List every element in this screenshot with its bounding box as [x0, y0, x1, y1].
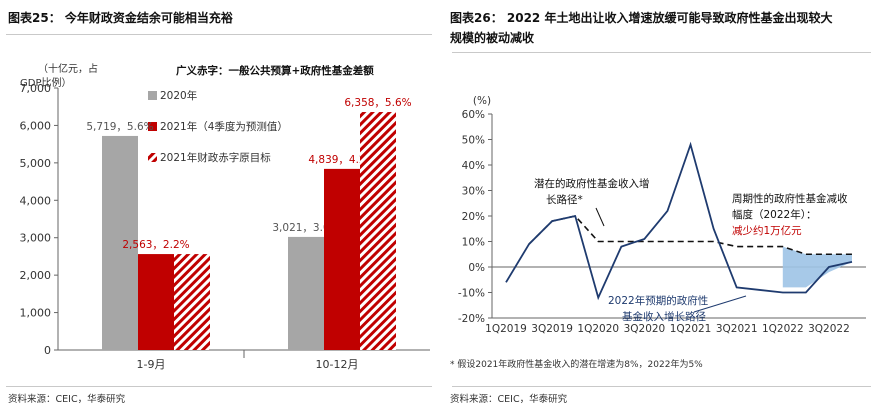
y-tick-label: 20% — [462, 211, 485, 223]
bar — [102, 135, 138, 350]
figure-title: 图表25： 今年财政资金结余可能相当充裕 — [8, 11, 233, 25]
bar-data-label: 4,839，4.2% — [308, 154, 375, 166]
y-tick-label: 60% — [462, 109, 485, 121]
y-tick-label: 3,000 — [20, 232, 52, 245]
annotation-expected-line2: 基金收入增长路径 — [622, 310, 706, 323]
bar-data-label: 6,358，5.6% — [344, 97, 411, 109]
y-tick-label: 4,000 — [20, 194, 52, 207]
annotation-expected-pointer — [693, 295, 747, 313]
legend-swatch — [148, 153, 157, 162]
actual-growth-line — [505, 141, 853, 301]
y-tick-label: 1,000 — [20, 307, 52, 320]
bar — [360, 112, 396, 350]
annotation-cycle-line2: 幅度（2022年）： — [732, 208, 816, 221]
x-tick-label: 3Q2019 — [531, 323, 573, 335]
area-2022-expected — [782, 246, 852, 288]
unit-label-line2: GDP比例） — [20, 76, 71, 89]
source-rule — [452, 386, 871, 387]
potential-growth-line — [528, 215, 852, 256]
bar — [288, 236, 324, 350]
legend-label: 2021年（4季度为预测值） — [160, 120, 288, 133]
x-tick-label: 3Q2022 — [808, 323, 850, 335]
bar-data-label: 5,719，5.6% — [86, 121, 153, 133]
y-tick-label: 7,000 — [20, 82, 52, 95]
bar-chart: 0 1,000 2,000 3,000 4,000 5,000 6,000 7,000 （十亿元… — [20, 62, 430, 371]
x-tick-label: 1Q2021 — [670, 323, 712, 335]
annotation-cycle-line1: 周期性的政府性基金减收 — [732, 192, 848, 205]
x-tick-label: 1Q2019 — [485, 323, 527, 335]
unit-label: (%) — [473, 95, 491, 107]
y-tick-label: 2,000 — [20, 269, 52, 282]
figure-title-line2: 规模的被动减收 — [450, 31, 535, 45]
legend-label: 2021年财政赤字原目标 — [160, 151, 271, 164]
chart-title: 广义赤字：一般公共预算+政府性基金差额 — [176, 64, 374, 77]
source-note: 资料来源：CEIC，华泰研究 — [8, 394, 126, 405]
line-chart: (%) -20% -10% 0% 10% 20% 30% 40% 50% 60% 1Q2019 3Q2… — [458, 95, 866, 335]
source-note: 资料来源：CEIC，华泰研究 — [450, 394, 568, 405]
y-tick-label: 0 — [44, 344, 51, 357]
bar-data-label: 3,021，3.0% — [272, 222, 339, 234]
figure-title-line1: 图表26： 2022 年土地出让收入增速放缓可能导致政府性基金出现较大 — [450, 11, 833, 25]
bar — [324, 168, 360, 350]
x-tick-label: 3Q2020 — [624, 323, 666, 335]
unit-label-line1: （十亿元，占 — [38, 62, 98, 75]
y-tick-label: 40% — [462, 160, 485, 172]
legend-label: 2020年 — [160, 89, 197, 102]
y-tick-label: 30% — [462, 186, 485, 198]
annotation-cycle-value: 减少约1万亿元 — [732, 224, 802, 237]
title-rule — [6, 34, 432, 35]
x-tick-label: 10-12月 — [316, 358, 359, 371]
annotation-potential-line1: 潜在的政府性基金收入增 — [534, 177, 650, 190]
y-tick-label: 50% — [462, 135, 485, 147]
left-figure-panel: 图表25： 今年财政资金结余可能相当充裕 0 1,000 2,000 3,000 4,0… — [0, 0, 438, 410]
y-tick-label: 10% — [462, 237, 485, 249]
bar-data-label: 2,563，2.2% — [122, 239, 189, 251]
title-rule — [452, 52, 871, 53]
x-tick-label: 1Q2022 — [762, 323, 804, 335]
legend-swatch — [148, 91, 157, 100]
source-rule — [6, 386, 432, 387]
annotation-expected-line1: 2022年预期的政府性 — [608, 294, 708, 307]
annotation-potential-line2: 长路径* — [546, 193, 583, 206]
annotation-potential-pointer — [595, 207, 605, 227]
bar — [138, 254, 174, 350]
legend-swatch — [148, 122, 157, 131]
y-tick-label: -10% — [458, 288, 485, 300]
bar — [174, 254, 210, 350]
footnote: * 假设2021年政府性基金收入的潜在增速为8%，2022年为5% — [450, 360, 703, 370]
x-tick-label: 1-9月 — [137, 358, 166, 371]
y-tick-label: -20% — [458, 313, 485, 325]
x-tick-label: 1Q2020 — [577, 323, 619, 335]
right-figure-panel: 图表26： 2022 年土地出让收入增速放缓可能导致政府性基金出现较大 规模的被… — [446, 0, 877, 410]
y-tick-label: 6,000 — [20, 119, 52, 132]
y-tick-label: 0% — [468, 262, 485, 274]
x-tick-label: 3Q2021 — [716, 323, 758, 335]
y-tick-label: 5,000 — [20, 157, 52, 170]
